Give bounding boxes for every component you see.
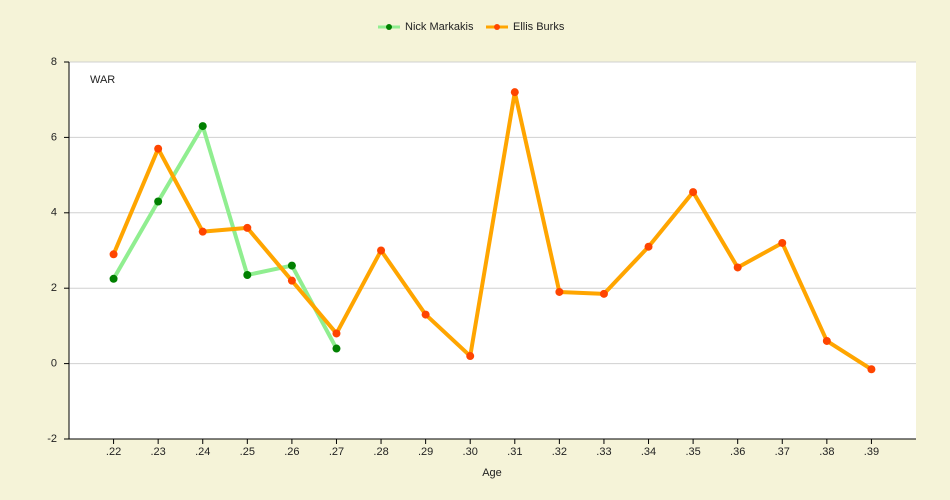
- x-tick-label: .26: [284, 446, 299, 458]
- legend-label: Ellis Burks: [513, 21, 565, 33]
- x-tick-label: .22: [106, 446, 121, 458]
- data-point: [778, 238, 787, 247]
- data-point: [198, 122, 207, 131]
- y-tick-label: -2: [47, 433, 57, 445]
- x-tick-label: .31: [507, 446, 522, 458]
- legend-label: Nick Markakis: [405, 21, 474, 33]
- x-axis-title: Age: [482, 467, 502, 479]
- data-point: [198, 227, 207, 236]
- x-tick-label: .34: [641, 446, 656, 458]
- data-point: [733, 263, 742, 272]
- data-point: [555, 287, 564, 296]
- x-tick-label: .29: [418, 446, 433, 458]
- series-line: [111, 90, 873, 371]
- x-tick-label: .30: [463, 446, 478, 458]
- data-point: [867, 365, 876, 374]
- data-point: [287, 276, 296, 285]
- data-point: [822, 336, 831, 345]
- plot-area: [69, 62, 916, 439]
- data-point: [243, 271, 252, 280]
- data-point: [154, 197, 163, 206]
- data-point: [689, 188, 698, 197]
- data-point: [599, 289, 608, 298]
- data-point: [332, 344, 341, 353]
- data-point: [421, 310, 430, 319]
- x-tick-label: .28: [373, 446, 388, 458]
- data-point: [332, 329, 341, 338]
- y-tick-label: 4: [51, 207, 57, 219]
- data-point: [109, 250, 118, 259]
- x-tick-label: .33: [596, 446, 611, 458]
- data-point: [243, 223, 252, 232]
- y-tick-label: 2: [51, 282, 57, 294]
- y-tick-label: 8: [51, 56, 57, 68]
- x-tick-label: .38: [819, 446, 834, 458]
- x-tick-label: .37: [775, 446, 790, 458]
- legend-marker: [386, 24, 392, 30]
- data-point: [154, 144, 163, 153]
- data-point: [466, 352, 475, 361]
- data-point: [109, 274, 118, 283]
- x-tick-label: .23: [151, 446, 166, 458]
- x-tick-label: .24: [195, 446, 210, 458]
- legend-marker: [494, 24, 500, 30]
- series-line: [111, 124, 339, 350]
- data-point: [287, 261, 296, 270]
- x-tick-label: .27: [329, 446, 344, 458]
- x-tick-label: .36: [730, 446, 745, 458]
- data-point: [377, 246, 386, 255]
- x-tick-label: .39: [864, 446, 879, 458]
- x-tick-label: .25: [240, 446, 255, 458]
- x-tick-label: .32: [552, 446, 567, 458]
- y-tick-label: 6: [51, 131, 57, 143]
- data-point: [644, 242, 653, 251]
- y-axis-title: WAR: [90, 74, 115, 86]
- data-point: [510, 88, 519, 97]
- x-tick-label: .35: [685, 446, 700, 458]
- y-tick-label: 0: [51, 358, 57, 370]
